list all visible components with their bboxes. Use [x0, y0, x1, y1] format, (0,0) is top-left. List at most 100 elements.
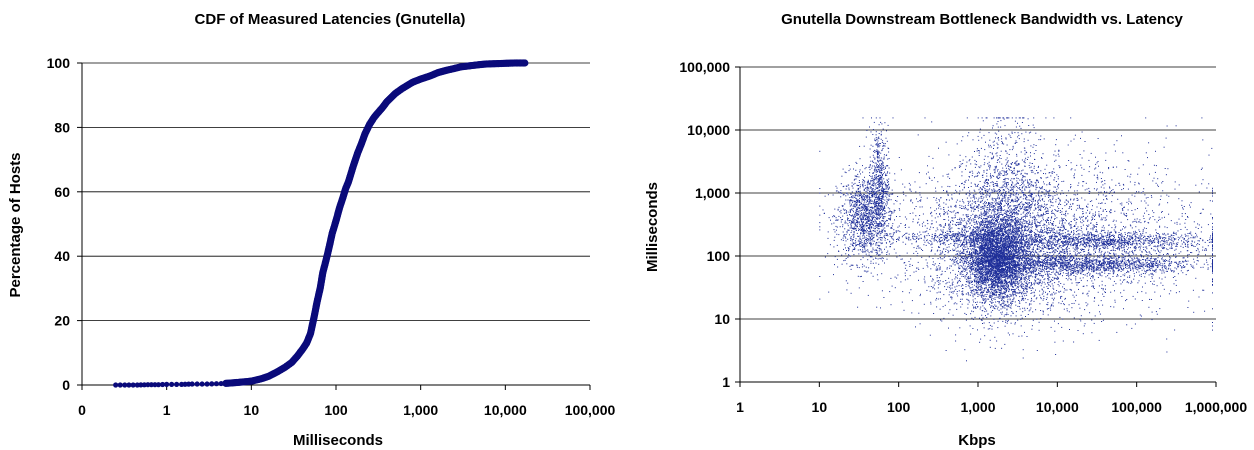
scatter-point: [859, 223, 861, 225]
scatter-point: [862, 213, 864, 215]
scatter-point: [884, 210, 886, 212]
scatter-point: [1001, 186, 1003, 188]
scatter-point: [882, 184, 884, 186]
scatter-point: [871, 216, 873, 218]
scatter-point: [985, 280, 987, 281]
cdf-point: [126, 382, 132, 388]
scatter-point: [854, 240, 856, 242]
scatter-point: [988, 247, 990, 249]
scatter-point: [1013, 262, 1015, 264]
scatter-point: [1011, 282, 1013, 284]
scatter-point: [867, 217, 869, 219]
scatter-point: [873, 169, 875, 171]
scatter-point: [990, 229, 992, 231]
scatter-point: [842, 224, 844, 226]
scatter-point: [889, 233, 891, 235]
scatter-point: [881, 177, 883, 178]
scatter-point: [865, 208, 867, 210]
scatter-point: [1012, 292, 1014, 294]
scatter-point: [865, 242, 866, 244]
scatter-point: [851, 250, 853, 252]
scatter-point: [981, 244, 983, 245]
scatter-point: [859, 237, 861, 239]
scatter-point: [884, 193, 886, 195]
scatter-point: [989, 257, 991, 259]
scatter-point: [1003, 263, 1005, 265]
scatter-point: [888, 253, 890, 255]
scatter-point: [878, 180, 880, 182]
scatter-point: [976, 239, 978, 241]
scatter-point: [856, 214, 858, 216]
scatter-point: [1032, 244, 1033, 246]
scatter-point: [880, 169, 882, 171]
scatter-point: [887, 182, 889, 183]
scatter-point: [1000, 226, 1002, 228]
scatter-point: [967, 277, 969, 279]
scatter-point: [1006, 241, 1008, 242]
scatter-point: [1021, 272, 1023, 274]
scatter-point: [854, 228, 856, 230]
scatter-point: [852, 245, 854, 247]
scatter-point: [861, 239, 863, 241]
scatter-point: [869, 225, 871, 227]
scatter-point: [980, 232, 982, 233]
scatter-point: [872, 249, 874, 251]
scatter-point: [1016, 287, 1018, 289]
scatter-point: [1012, 247, 1014, 249]
scatter-point: [865, 253, 867, 255]
scatter-point: [976, 284, 978, 286]
scatter-point: [860, 204, 862, 206]
scatter-point: [1028, 254, 1029, 256]
scatter-point: [863, 228, 865, 230]
scatter-point: [882, 226, 884, 228]
scatter-point: [983, 282, 985, 284]
scatter-point: [996, 251, 997, 253]
scatter-point: [999, 281, 1001, 283]
scatter-point: [995, 260, 997, 262]
scatter-point: [1010, 278, 1012, 280]
scatter-point: [875, 167, 877, 169]
scatter-point: [1009, 260, 1011, 262]
scatter-point: [883, 196, 885, 198]
scatter-point: [968, 239, 970, 241]
scatter-point: [846, 231, 848, 233]
scatter-point: [984, 298, 986, 300]
scatter-point: [978, 263, 980, 265]
scatter-point: [868, 199, 870, 201]
scatter-point: [975, 270, 977, 272]
scatter-point: [866, 255, 868, 257]
scatter-point: [998, 227, 1000, 229]
scatter-point: [1021, 275, 1023, 277]
scatter-point: [882, 175, 883, 177]
scatter-point: [994, 260, 996, 262]
scatter-point: [863, 188, 865, 190]
scatter-point: [1012, 291, 1013, 293]
scatter-point: [956, 285, 958, 287]
scatter-point: [1000, 241, 1001, 243]
scatter-point: [868, 220, 870, 222]
scatter-point: [1003, 306, 1005, 308]
scatter-point: [878, 184, 879, 186]
scatter-point: [881, 178, 883, 180]
scatter-point: [1000, 290, 1002, 291]
scatter-point: [853, 233, 855, 235]
scatter-point: [994, 250, 995, 252]
scatter-point: [989, 268, 991, 269]
scatter-point: [880, 224, 882, 226]
scatter-point: [991, 260, 993, 262]
scatter-point: [853, 219, 855, 221]
scatter-point: [886, 225, 887, 227]
scatter-point: [1017, 277, 1019, 279]
scatter-point: [1004, 294, 1006, 295]
scatter-point: [867, 218, 869, 219]
scatter-point: [871, 235, 873, 237]
scatter-point: [875, 144, 877, 146]
scatter-point: [988, 273, 990, 274]
y-tick-label: 100,000: [679, 59, 730, 75]
scatter-point: [998, 261, 1000, 263]
scatter-point: [969, 241, 971, 243]
scatter-point: [859, 186, 861, 187]
scatter-point: [877, 152, 878, 153]
scatter-point: [887, 207, 889, 209]
scatter-point: [987, 212, 989, 214]
